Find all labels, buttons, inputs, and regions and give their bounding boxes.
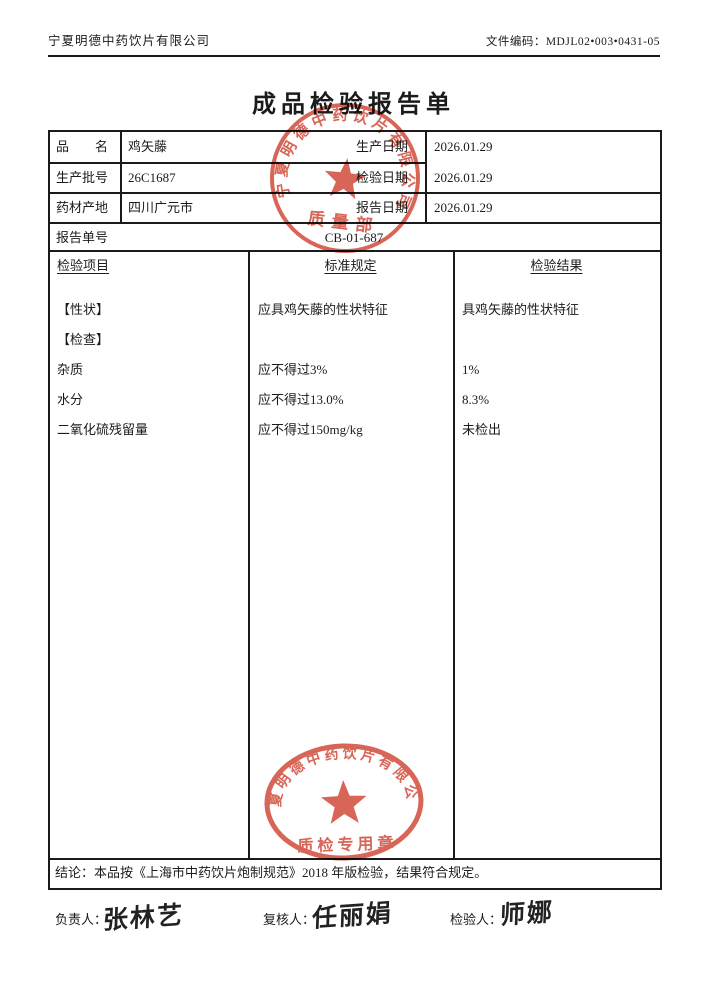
field-label-report-date: 报告日期 <box>356 200 409 215</box>
field-label-production-date: 生产日期 <box>356 139 409 154</box>
stamp-ellipse <box>264 743 424 861</box>
field-value-batch-no: 26C1687 <box>128 170 176 185</box>
field-label-origin: 药材产地 <box>56 200 109 215</box>
conclusion-text: 结论：本品按《上海市中药饮片炮制规范》2018 年版检验，结果符合规定。 <box>55 865 488 880</box>
document-code-label: 文件编码： <box>485 36 546 48</box>
field-value-report-date: 2026.01.29 <box>434 200 493 215</box>
result-row-result: 8.3% <box>462 392 490 407</box>
signature-reviewer: 任丽娟 <box>311 900 394 933</box>
stamp-seal-text: 质检专用章 <box>297 833 398 855</box>
table-border-left <box>48 130 50 890</box>
star-icon <box>324 158 367 200</box>
result-row-item: 水分 <box>57 392 84 407</box>
star-icon <box>320 780 367 824</box>
result-row-item: 【性状】 <box>57 302 110 317</box>
table-border-right <box>660 130 662 890</box>
signature-responsible: 张林艺 <box>102 902 185 935</box>
signature-label-inspector: 检验人： <box>450 912 503 927</box>
table-line-row2 <box>48 192 662 194</box>
field-label-inspection-date: 检验日期 <box>356 170 409 185</box>
field-value-inspection-date: 2026.01.29 <box>434 170 493 185</box>
result-row-item: 二氧化硫残留量 <box>57 422 149 437</box>
document-code: 文件编码：MDJL02•003•0431-05 <box>486 33 660 49</box>
field-value-origin: 四川广元市 <box>128 200 194 215</box>
table-border-top <box>48 130 662 132</box>
result-row-result: 1% <box>462 362 480 377</box>
field-label-batch-no: 生产批号 <box>56 170 109 185</box>
table-line-row1 <box>48 162 427 164</box>
result-row-result: 未检出 <box>462 422 502 437</box>
field-value-report-no: CB-01-687 <box>324 230 384 245</box>
table-line-row3 <box>48 222 662 224</box>
quality-department-stamp: 宁夏明德中药饮片有限公司 质量部 <box>270 97 425 253</box>
result-row-standard: 应具鸡矢藤的性状特征 <box>258 302 389 317</box>
result-row-item: 【检查】 <box>57 332 110 347</box>
divider-label-col <box>120 130 122 222</box>
divider-date-col <box>425 130 427 222</box>
field-value-product-name: 鸡矢藤 <box>128 139 168 154</box>
stamp-circle <box>270 103 420 253</box>
column-header-result: 检验结果 <box>530 258 583 273</box>
result-row-standard: 应不得过150mg/kg <box>258 422 363 437</box>
stamp-company-arc-text: 宁夏明德中药饮片有限公司 <box>270 97 425 216</box>
document-header: 宁夏明德中药饮片有限公司 文件编码：MDJL02•003•0431-05 <box>48 30 660 57</box>
field-label-report-no: 报告单号 <box>56 230 109 245</box>
divider-standard-col <box>248 250 250 858</box>
quality-inspection-seal-stamp: 宁夏明德中药饮片有限公司 质检专用章 <box>256 737 424 861</box>
field-value-production-date: 2026.01.29 <box>434 139 493 154</box>
result-row-standard: 应不得过13.0% <box>258 392 344 407</box>
signature-label-responsible: 负责人： <box>55 912 108 927</box>
column-header-item: 检验项目 <box>57 258 110 273</box>
column-header-standard: 标准规定 <box>324 258 377 273</box>
result-row-result: 具鸡矢藤的性状特征 <box>462 302 580 317</box>
result-row-standard: 应不得过3% <box>258 362 328 377</box>
company-name: 宁夏明德中药饮片有限公司 <box>48 34 211 48</box>
result-row-item: 杂质 <box>57 362 84 377</box>
document-code-value: MDJL02•003•0431-05 <box>545 36 660 48</box>
stamp-department-text: 质量部 <box>307 208 381 237</box>
signature-label-reviewer: 复核人： <box>263 912 316 927</box>
table-border-bottom <box>48 888 662 890</box>
divider-result-col <box>453 250 455 858</box>
signature-inspector: 师娜 <box>499 899 555 930</box>
field-label-product-name: 品 名 <box>56 139 109 154</box>
